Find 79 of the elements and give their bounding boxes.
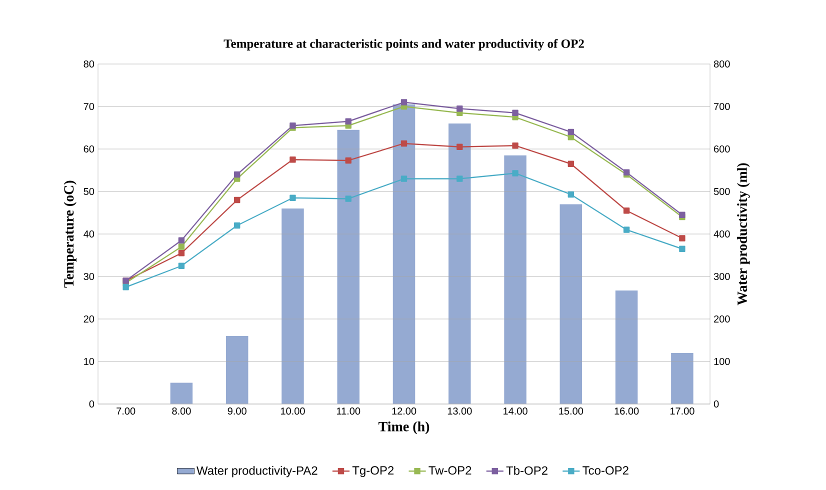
point <box>679 246 686 252</box>
y-tick-label: 80 <box>84 60 94 68</box>
x-tick-label: 8.00 <box>172 408 191 415</box>
point <box>512 110 518 116</box>
legend-label: Tb-OP2 <box>506 466 548 475</box>
x-tick-label: 15.00 <box>559 408 584 415</box>
point <box>512 142 518 149</box>
chart-title: Temperature at characteristic points and water productivity of OP2 <box>224 38 584 50</box>
bar <box>337 130 360 404</box>
point <box>400 176 408 182</box>
bar <box>226 336 248 404</box>
point <box>512 170 518 176</box>
y2-tick-label: 800 <box>714 60 730 68</box>
y-tick-label: 70 <box>84 102 94 110</box>
point <box>623 208 630 214</box>
point <box>178 250 185 256</box>
y-tick-label: 20 <box>84 315 94 323</box>
point <box>679 235 686 242</box>
y2-tick-label: 700 <box>714 102 730 110</box>
x-tick-label: 14.00 <box>504 408 528 415</box>
legend-label: Tco-OP2 <box>582 466 628 475</box>
point <box>290 156 296 163</box>
bar <box>504 155 526 404</box>
x-tick-label: 12.00 <box>392 408 416 415</box>
y2-tick-label: 200 <box>714 315 730 323</box>
x-tick-label: 11.00 <box>336 408 360 415</box>
y-tick-label: 10 <box>84 358 94 366</box>
y2-tick-label: 0 <box>714 400 719 408</box>
y2-tick-label: 400 <box>714 230 730 238</box>
y2-tick-label: 600 <box>714 145 730 153</box>
y2-tick-label: 100 <box>714 358 730 366</box>
y-tick-label: 40 <box>84 230 94 238</box>
point <box>345 157 352 164</box>
point <box>679 212 686 218</box>
point <box>178 237 185 244</box>
y-axis-title: Temperature (oC) <box>64 180 76 288</box>
point <box>234 222 240 229</box>
bar <box>560 204 582 404</box>
point <box>456 176 463 182</box>
bar <box>615 290 638 404</box>
y2-axis-title: Water productivity (ml) <box>737 163 750 306</box>
bar <box>282 208 304 404</box>
y-tick-label: 50 <box>84 188 94 196</box>
x-axis-title: Time (h) <box>378 421 430 434</box>
y2-tick-label: 500 <box>714 188 730 196</box>
point <box>234 171 240 178</box>
point <box>345 196 352 202</box>
x-tick-label: 13.00 <box>448 408 472 415</box>
x-tick-label: 9.00 <box>228 408 246 415</box>
x-tick-label: 7.00 <box>116 408 136 415</box>
point <box>234 196 240 204</box>
y-tick-label: 0 <box>89 400 94 408</box>
bar <box>671 353 694 404</box>
y2-tick-label: 300 <box>714 272 730 280</box>
point <box>568 191 574 198</box>
y-tick-label: 60 <box>84 145 94 153</box>
legend-label: Tg-OP2 <box>352 466 394 478</box>
point <box>290 194 296 201</box>
point <box>623 169 630 176</box>
point <box>178 262 185 269</box>
x-tick-label: 16.00 <box>614 408 639 415</box>
bar <box>448 124 471 404</box>
legend-label: Water productivity-PA2 <box>196 466 318 478</box>
point <box>122 284 129 290</box>
point <box>568 128 574 136</box>
y-tick-label: 30 <box>84 272 94 280</box>
legend-label: Tw-OP2 <box>428 466 472 475</box>
point <box>568 160 574 167</box>
bar <box>170 382 193 404</box>
point <box>400 99 408 106</box>
point <box>623 226 630 233</box>
point <box>345 118 352 124</box>
bar <box>392 104 416 404</box>
x-tick-label: 17.00 <box>670 408 694 415</box>
point <box>178 244 185 250</box>
x-tick-label: 10.00 <box>280 408 305 415</box>
point <box>456 144 463 150</box>
point <box>400 140 408 147</box>
point <box>456 106 463 112</box>
